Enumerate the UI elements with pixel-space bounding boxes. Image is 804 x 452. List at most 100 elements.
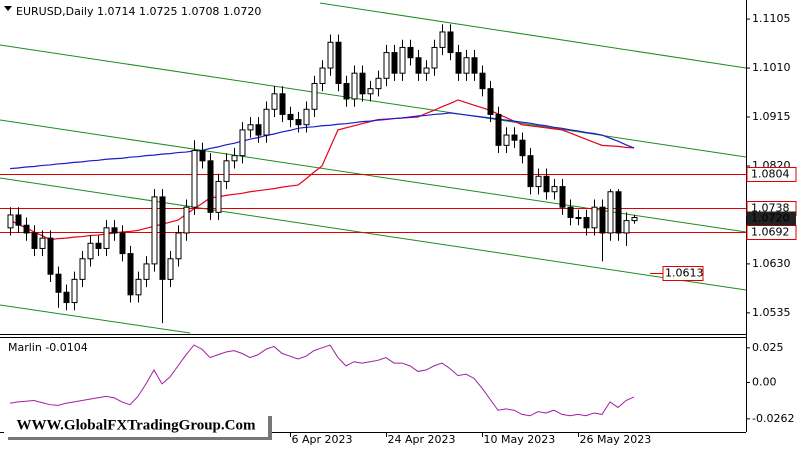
y-tick-label: 1.0535 — [752, 306, 791, 319]
candle-body — [455, 52, 462, 74]
trend-line — [0, 177, 747, 291]
candle-body — [487, 88, 494, 115]
candle-body — [535, 175, 542, 188]
candle-body — [287, 113, 294, 121]
candle-body — [415, 57, 422, 74]
moving-average — [9, 112, 635, 170]
candle-body — [7, 214, 14, 229]
candle-body — [231, 155, 238, 162]
indicator-panel — [9, 344, 635, 417]
candle-body — [23, 224, 30, 234]
candle-body — [503, 134, 510, 146]
candle-body — [343, 83, 350, 100]
candle-body — [95, 242, 102, 249]
y-tick-label: 1.1010 — [752, 61, 791, 74]
y-tick-label: 1.0915 — [752, 110, 791, 123]
candle-body — [71, 278, 78, 304]
candle-body — [551, 186, 558, 193]
candle-body — [351, 72, 358, 100]
candle-body — [143, 263, 150, 280]
candle-body — [519, 139, 526, 157]
candle-body — [335, 41, 342, 84]
candle-body — [607, 191, 614, 234]
candle-body — [215, 180, 222, 213]
candle-body — [167, 258, 174, 280]
candle-body — [407, 46, 414, 59]
x-tick-label: 24 Apr 2023 — [388, 433, 456, 446]
candle-body — [279, 93, 286, 115]
menu-icon — [4, 6, 12, 11]
x-tick-label: 6 Apr 2023 — [292, 433, 353, 446]
x-tick-label: 10 May 2023 — [484, 433, 556, 446]
candle-body — [447, 31, 454, 54]
candle-body — [375, 77, 382, 90]
candle-body — [471, 57, 478, 74]
candle-body — [527, 155, 534, 188]
x-tick-label: 26 May 2023 — [580, 433, 652, 446]
y-tick-label: -0.0262 — [752, 412, 794, 425]
candle-body — [159, 196, 166, 280]
candle-body — [479, 72, 486, 90]
candle-body — [151, 196, 158, 265]
candle-body — [567, 206, 574, 219]
candle-body — [271, 93, 278, 110]
candle-body — [239, 129, 246, 157]
candle-body — [263, 108, 270, 136]
candle-body — [311, 83, 318, 110]
trend-line — [0, 44, 747, 158]
indicator-line — [9, 344, 635, 417]
candle-body — [223, 160, 230, 182]
candle-body — [39, 237, 46, 249]
candle-body — [15, 214, 22, 226]
candle-body — [175, 232, 182, 260]
candle-body — [207, 160, 214, 213]
candle-body — [495, 113, 502, 146]
candle-body — [295, 119, 302, 126]
candle-body — [47, 237, 54, 275]
candle-body — [55, 273, 62, 293]
y-tick-label: 0.00 — [752, 376, 777, 389]
price-label-box — [662, 266, 704, 281]
level-label: 1.0738 — [751, 202, 790, 215]
level-label-box — [746, 167, 797, 182]
candle-body — [511, 134, 518, 141]
candle-body — [463, 57, 470, 74]
level-label: 1.0804 — [751, 168, 790, 181]
channel-lines — [0, 2, 747, 334]
chart-title: EURUSD,Daily 1.0714 1.0725 1.0708 1.0720 — [16, 5, 261, 18]
level-label: 1.0692 — [751, 226, 790, 239]
candle-body — [87, 242, 94, 260]
candle-body — [615, 191, 622, 234]
candle-body — [575, 217, 582, 220]
y-tick-label: 0.025 — [752, 341, 784, 354]
candle-body — [599, 206, 606, 234]
candle-body — [191, 150, 198, 208]
candle-body — [127, 253, 134, 296]
candle-body — [631, 217, 638, 222]
candle-body — [135, 278, 142, 296]
candle-body — [119, 232, 126, 255]
candle-body — [247, 124, 254, 131]
candle-body — [423, 67, 430, 74]
trend-line — [0, 304, 191, 334]
y-tick-label: 1.0630 — [752, 257, 791, 270]
last-price-label: 1.0720 — [751, 212, 790, 225]
candle-body — [183, 206, 190, 234]
trend-line — [319, 2, 747, 69]
y-tick-label: 1.1105 — [752, 12, 791, 25]
indicator-title: Marlin -0.0104 — [8, 341, 88, 354]
candle-body — [255, 124, 262, 136]
candle-body — [79, 258, 86, 280]
last-price-box — [747, 211, 796, 226]
candle-body — [327, 41, 334, 69]
candle-body — [391, 52, 398, 74]
candle-body — [367, 88, 374, 95]
candle-body — [623, 220, 630, 234]
candle-body — [199, 150, 206, 162]
candle-body — [103, 227, 110, 249]
candle-body — [383, 52, 390, 79]
trend-line — [0, 119, 747, 233]
candle-body — [559, 186, 566, 208]
